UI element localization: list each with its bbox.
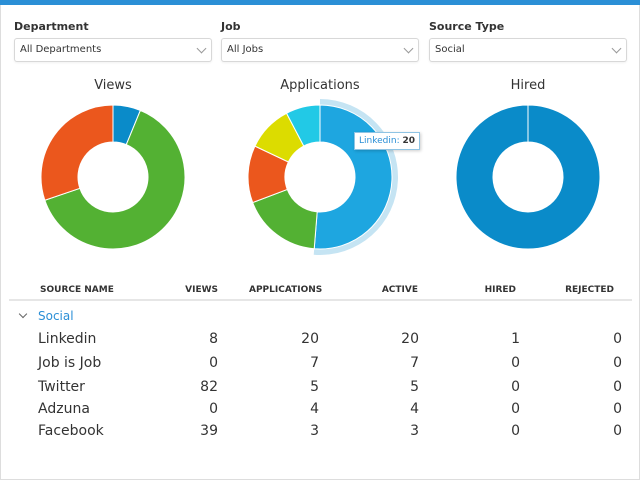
table-row[interactable]: Job is Job 0 7 7 0 0 <box>0 355 640 377</box>
chart-tooltip: Linkedin: 20 <box>354 132 421 150</box>
col-hired[interactable]: HIRED <box>484 285 516 295</box>
col-active[interactable]: ACTIVE <box>381 285 418 295</box>
table-row[interactable]: Adzuna 0 4 4 0 0 <box>0 401 640 423</box>
slice-linkedin[interactable] <box>313 104 393 250</box>
tooltip-label: Linkedin: <box>359 136 400 146</box>
table-row[interactable]: Linkedin 8 20 20 1 0 <box>0 331 640 353</box>
value-cell: 82 <box>200 379 218 395</box>
views-chart-title: Views <box>94 78 132 93</box>
value-cell: 5 <box>410 379 419 395</box>
col-views[interactable]: VIEWS <box>185 285 218 295</box>
source-type-value: Social <box>435 44 465 55</box>
table-row[interactable]: Twitter 82 5 5 0 0 <box>0 379 640 401</box>
applications-donut-chart <box>247 99 398 255</box>
value-cell: 8 <box>209 331 218 347</box>
value-cell: 5 <box>310 379 319 395</box>
value-cell: 7 <box>310 355 319 371</box>
value-cell: 0 <box>511 379 520 395</box>
col-rejected[interactable]: REJECTED <box>565 285 614 295</box>
source-type-label: Source Type <box>429 20 505 33</box>
value-cell: 20 <box>401 331 419 347</box>
job-select[interactable]: All Jobs <box>221 38 419 62</box>
value-cell: 3 <box>310 423 319 439</box>
source-name-cell: Job is Job <box>38 355 102 371</box>
value-cell: 7 <box>410 355 419 371</box>
value-cell: 20 <box>301 331 319 347</box>
value-cell: 0 <box>613 423 622 439</box>
slice-facebook[interactable] <box>40 104 114 201</box>
top-bar <box>0 0 640 5</box>
value-cell: 0 <box>209 355 218 371</box>
applications-chart-title: Applications <box>280 78 360 93</box>
views-donut-chart <box>40 104 186 250</box>
chevron-down-icon <box>403 43 414 54</box>
value-cell: 0 <box>511 401 520 417</box>
chevron-down-icon <box>611 43 622 54</box>
department-value: All Departments <box>20 44 102 55</box>
group-label: Social <box>38 309 74 323</box>
chevron-down-icon[interactable] <box>18 309 28 319</box>
source-name-cell: Twitter <box>38 379 85 395</box>
job-value: All Jobs <box>227 44 264 55</box>
value-cell: 39 <box>200 423 218 439</box>
source-name-cell: Facebook <box>38 423 104 439</box>
chevron-down-icon <box>196 43 207 54</box>
value-cell: 0 <box>511 355 520 371</box>
source-type-select[interactable]: Social <box>429 38 627 62</box>
value-cell: 0 <box>613 331 622 347</box>
col-source-name[interactable]: SOURCE NAME <box>40 285 114 295</box>
value-cell: 4 <box>310 401 319 417</box>
job-label: Job <box>221 20 241 33</box>
hired-chart-title: Hired <box>510 78 546 93</box>
value-cell: 1 <box>511 331 520 347</box>
slice-facebook[interactable] <box>285 104 321 147</box>
table-row[interactable]: Facebook 39 3 3 0 0 <box>0 423 640 445</box>
value-cell: 0 <box>613 355 622 371</box>
value-cell: 0 <box>613 379 622 395</box>
group-social[interactable]: Social <box>18 309 74 323</box>
source-name-cell: Adzuna <box>38 401 90 417</box>
value-cell: 3 <box>410 423 419 439</box>
slice-linkedin[interactable] <box>455 104 601 250</box>
tooltip-value: 20 <box>402 136 416 146</box>
value-cell: 0 <box>511 423 520 439</box>
source-name-cell: Linkedin <box>38 331 97 347</box>
value-cell: 0 <box>209 401 218 417</box>
department-filter: Department All Departments <box>14 20 212 62</box>
col-applications[interactable]: APPLICATIONS <box>249 285 323 295</box>
job-filter: Job All Jobs <box>221 20 419 62</box>
department-label: Department <box>14 20 89 33</box>
department-select[interactable]: All Departments <box>14 38 212 62</box>
header-divider <box>9 299 632 301</box>
value-cell: 4 <box>410 401 419 417</box>
slice-twitter[interactable] <box>44 109 186 250</box>
hired-donut-chart <box>455 104 601 250</box>
value-cell: 0 <box>613 401 622 417</box>
source-type-filter: Source Type Social <box>429 20 627 62</box>
